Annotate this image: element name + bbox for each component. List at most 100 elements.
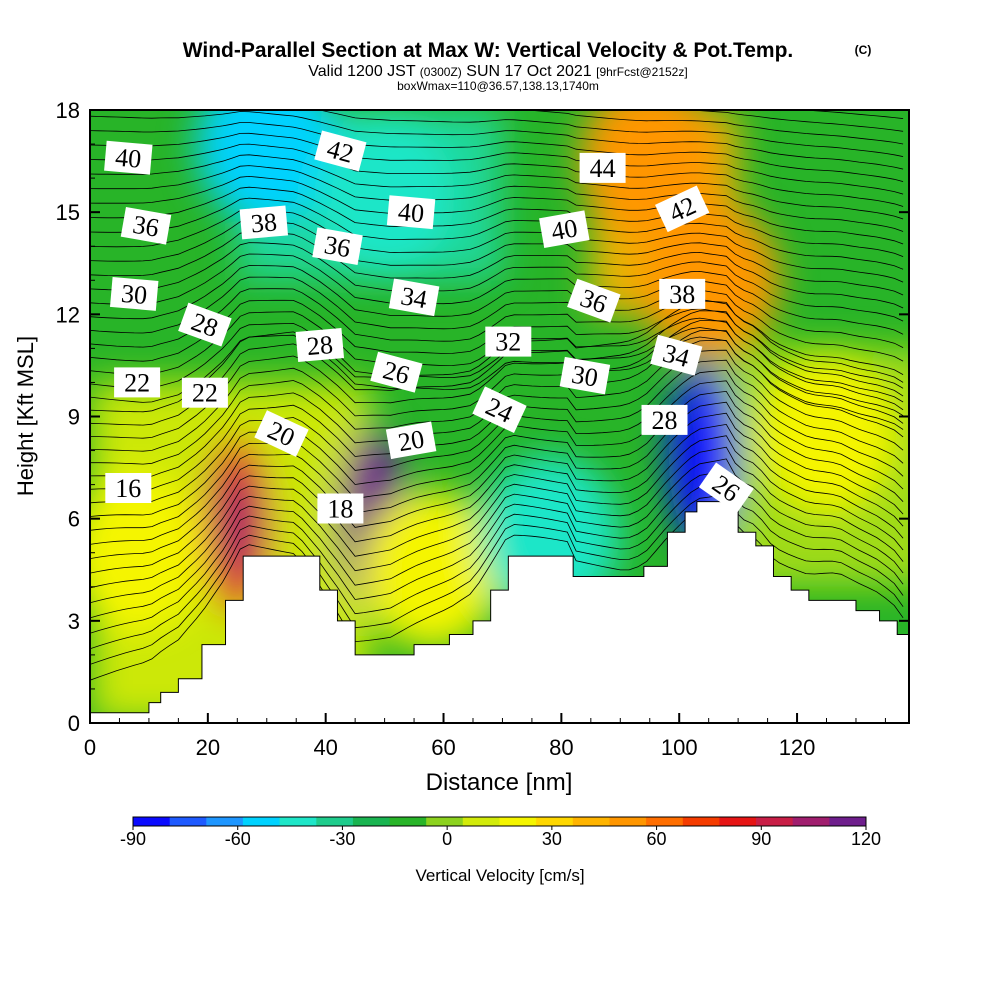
isentrope-label-text: 18 — [327, 495, 353, 524]
isentrope-lines — [90, 110, 904, 681]
isentrope-line — [90, 230, 904, 309]
colorbar-tick-label: 0 — [442, 829, 452, 849]
isentrope-label-text: 22 — [192, 379, 218, 408]
isentrope-label: 44 — [579, 152, 626, 183]
colorbar-swatch — [389, 817, 427, 826]
isentrope-line — [90, 493, 904, 665]
isentrope-label-text: 44 — [590, 154, 616, 183]
isentrope-label-box — [472, 386, 527, 434]
colorbar-swatch — [536, 817, 574, 826]
chart-title: Wind-Parallel Section at Max W: Vertical… — [183, 39, 794, 62]
x-tick-label: 60 — [431, 735, 455, 760]
velocity-region — [756, 353, 897, 514]
isentrope-line — [90, 186, 904, 257]
colorbar: -90 -60 -30 0 30 60 90 120 — [120, 816, 881, 849]
isentrope-label: 28 — [295, 328, 345, 362]
colorbar-swatch — [242, 817, 280, 826]
isentrope-label-box — [567, 278, 621, 323]
isentrope-label-box — [539, 210, 590, 248]
colorbar-swatch — [792, 817, 830, 826]
isentrope-line — [90, 208, 904, 283]
isentrope-line — [90, 380, 904, 517]
isentrope-label: 38 — [659, 278, 706, 309]
isentrope-label: 36 — [312, 227, 363, 265]
isentrope-line — [90, 446, 904, 604]
colorbar-swatch — [133, 817, 171, 826]
isentrope-label: 42 — [314, 130, 367, 172]
isentrope-label-box — [181, 377, 228, 408]
isentrope-line — [90, 423, 904, 574]
x-tick-label: 100 — [661, 735, 698, 760]
isentrope-label: 34 — [388, 278, 440, 317]
isentrope-line — [90, 322, 904, 417]
colorbar-tick-label: 90 — [751, 829, 771, 849]
isentrope-line — [90, 401, 904, 545]
isentrope-line — [317, 110, 904, 157]
isentrope-label-box — [178, 302, 232, 347]
isentrope-label-text: 22 — [124, 368, 150, 397]
colorbar-swatch — [646, 817, 684, 826]
isentrope-label-box — [655, 185, 710, 233]
isentrope-label-text: 30 — [120, 279, 148, 310]
isentrope-label-box — [659, 278, 706, 309]
isentrope-label: 30 — [109, 276, 159, 311]
isentrope-label-box — [485, 326, 532, 357]
isentrope-label-box — [295, 328, 345, 362]
isentrope-label: 40 — [386, 195, 436, 230]
isentrope-label-box — [317, 493, 364, 524]
colorbar-label: Vertical Velocity [cm/s] — [415, 866, 584, 885]
x-tick-label: 120 — [779, 735, 816, 760]
isentrope-label-box — [312, 227, 363, 265]
x-tick-label: 40 — [313, 735, 337, 760]
isentrope-label: 22 — [181, 377, 228, 408]
chart-subtitle: Valid 1200 JST (0300Z) SUN 17 Oct 2021 [… — [308, 63, 687, 80]
isentrope-label-text: 40 — [397, 197, 425, 228]
isentrope-label-box — [388, 278, 440, 317]
y-tick-label: 0 — [68, 711, 80, 736]
isentrope-line — [90, 242, 904, 322]
isentrope-line — [90, 253, 904, 335]
isentrope-label-text: 38 — [250, 207, 278, 238]
isentrope-label: 36 — [120, 207, 172, 245]
isentrope-label: 38 — [239, 205, 289, 240]
plot-area — [90, 110, 909, 723]
colorbar-swatch — [719, 817, 757, 826]
isentrope-label: 18 — [317, 493, 364, 524]
colorbar-frame — [132, 816, 867, 827]
isentrope-line — [90, 219, 904, 296]
x-tick-label: 20 — [196, 735, 220, 760]
isentrope-label-text: 36 — [322, 230, 353, 263]
chart-title-mark: (C) — [855, 43, 872, 57]
colorbar-tick-label: -90 — [120, 829, 146, 849]
isentrope-label-box — [105, 473, 152, 503]
velocity-region — [638, 200, 779, 361]
isentrope-label-text: 34 — [399, 281, 430, 314]
isentrope-line — [90, 197, 904, 270]
colorbar-tick-label: 60 — [647, 829, 667, 849]
isentrope-line — [90, 165, 904, 232]
subtitle-valid: Valid 1200 JST — [308, 63, 416, 80]
y-tick-label: 15 — [56, 200, 80, 225]
isentrope-label: 30 — [559, 356, 611, 395]
colorbar-swatch — [316, 817, 354, 826]
isentrope-label-box — [386, 195, 436, 230]
isentrope-label-box — [579, 152, 626, 183]
isentrope-label-box — [104, 140, 153, 175]
velocity-region — [361, 489, 502, 650]
isentrope-label-box — [370, 351, 423, 393]
x-tick-label: 80 — [549, 735, 573, 760]
colorbar-swatch — [499, 817, 537, 826]
isentrope-label-text: 38 — [669, 280, 695, 309]
isentrope-label: 22 — [114, 367, 161, 398]
isentrope-label: 16 — [105, 473, 152, 503]
isentrope-label-text: 20 — [396, 424, 427, 457]
isentrope-line — [90, 132, 904, 195]
x-axis: 0 20 40 60 80 100 120 — [84, 713, 886, 760]
isentrope-line — [664, 110, 904, 132]
isentrope-label: 34 — [650, 334, 703, 376]
colorbar-swatch — [206, 817, 244, 826]
isentrope-label-text: 40 — [114, 143, 142, 174]
colorbar-swatch — [682, 817, 720, 826]
